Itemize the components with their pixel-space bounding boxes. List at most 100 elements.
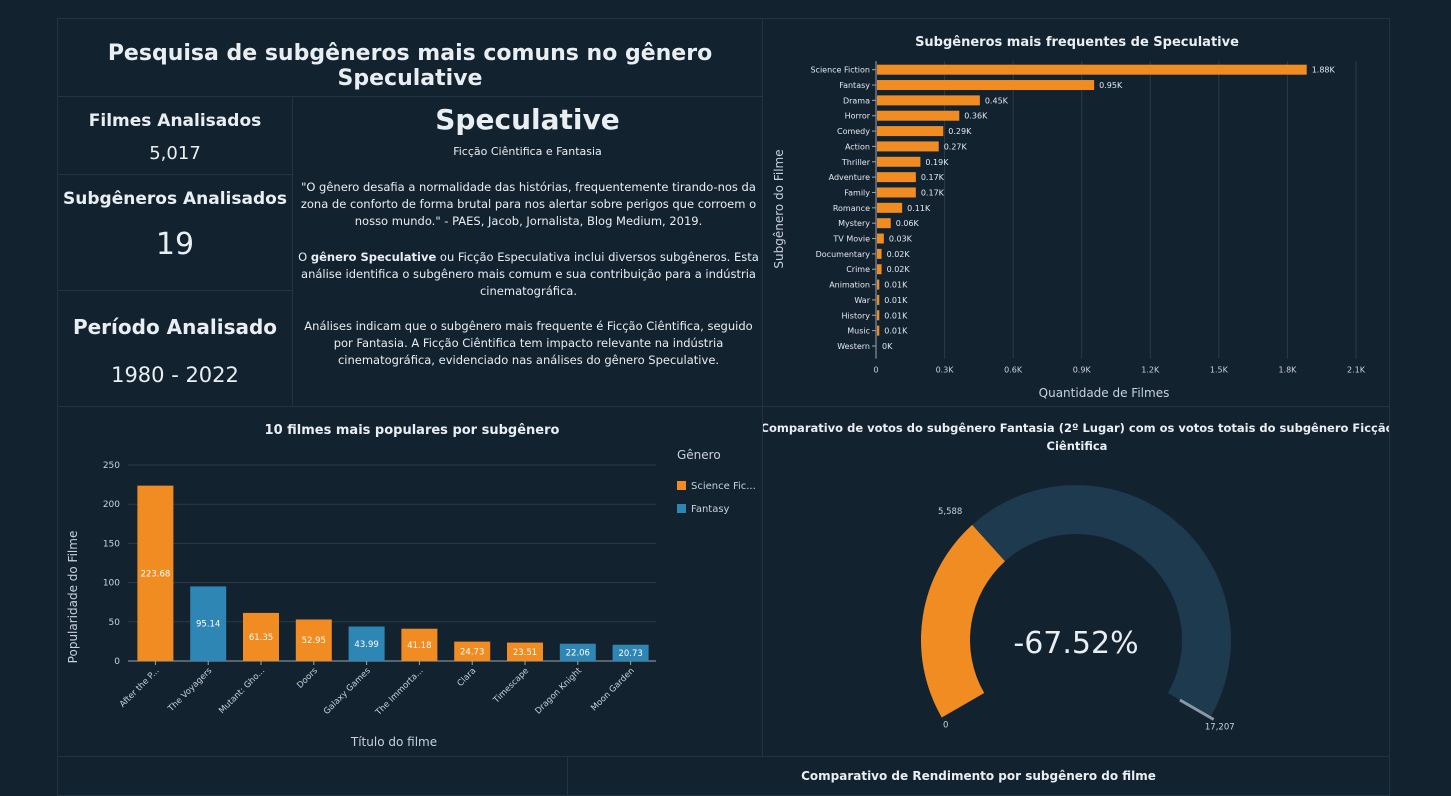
kpi-films-label: Filmes Analisados (88, 111, 262, 131)
vbar-data-label-moon-garden: 20.73 (618, 649, 642, 659)
hbar-bar-horror[interactable] (877, 110, 960, 121)
hbar-y-tick-romance: Romance (833, 204, 870, 213)
vbar-bar-doors[interactable] (295, 619, 332, 661)
hbar-y-tick-thriller: Thriller (841, 158, 871, 167)
hbar-bar-thriller[interactable] (877, 156, 921, 167)
revenue-comparison-title: Comparativo de Rendimento por subgênero … (801, 769, 1156, 783)
hbar-y-tick-comedy: Comedy (837, 127, 870, 136)
vbar-bar-dragon-knight[interactable] (559, 643, 596, 661)
gauge-track (921, 485, 1231, 718)
hbar-y-tick-family: Family (844, 188, 870, 197)
hbar-bar-war[interactable] (877, 294, 880, 305)
vbar-x-tick-mutant-gho: Mutant: Gho... (217, 666, 267, 716)
hbar-title: Subgêneros mais frequentes de Speculativ… (915, 35, 1239, 50)
hbar-y-tick-music: Music (847, 327, 870, 336)
hbar-bar-history[interactable] (877, 310, 880, 321)
legend-title: Gênero (677, 448, 721, 462)
vbar-x-tick-moon-garden: Moon Garden (589, 666, 636, 713)
vbar-x-tick-after-the-p: After the P... (118, 666, 162, 710)
vbar-x-tick-dragon-knight: Dragon Knight (533, 666, 584, 717)
vbar-data-label-doors: 52.95 (302, 636, 326, 646)
vbar-y-axis-title: Popularidade do Filme (66, 531, 80, 664)
hbar-x-tick: 0.3K (936, 366, 955, 375)
hbar-bar-crime[interactable] (877, 264, 882, 275)
hbar-bar-animation[interactable] (877, 279, 880, 290)
gauge-value-arc[interactable] (921, 524, 1005, 718)
vbar-bar-mutant-gho[interactable] (243, 612, 279, 661)
vbar-data-label-timescape: 23.51 (513, 648, 537, 658)
hbar-y-tick-adventure: Adventure (829, 173, 870, 182)
hbar-bar-romance[interactable] (877, 202, 903, 213)
hbar-data-label-mystery: 0.06K (896, 219, 920, 228)
vbar-y-tick: 50 (109, 618, 121, 628)
hbar-x-tick: 1.8K (1278, 366, 1297, 375)
popular-films-chart: 10 filmes mais populares por subgênero P… (66, 423, 756, 749)
vbar-bar-the-voyagers[interactable] (190, 586, 227, 661)
genre-intro-suffix: ou Ficção Especulativa inclui diversos s… (301, 250, 759, 298)
hbar-bar-tv-movie[interactable] (877, 233, 884, 244)
hbar-y-tick-drama: Drama (843, 96, 870, 105)
genre-heading: Speculative (435, 103, 620, 136)
genre-conclusion: Análises indicam que o subgênero mais fr… (304, 319, 753, 367)
hbar-bar-action[interactable] (877, 141, 939, 152)
hbar-y-tick-documentary: Documentary (816, 250, 871, 259)
vbar-x-tick-the-immorta: The Immorta... (373, 666, 425, 718)
hbar-bar-music[interactable] (877, 325, 880, 336)
description-cell: Speculative Ficção Ciêntifica e Fantasia… (292, 96, 763, 407)
hbar-data-label-family: 0.17K (921, 188, 945, 197)
hbar-data-label-adventure: 0.17K (921, 173, 945, 182)
hbar-data-label-crime: 0.02K (887, 265, 911, 274)
hbar-data-label-western: 0K (882, 342, 893, 351)
vbar-y-tick: 150 (103, 539, 120, 549)
legend-label-science-fiction[interactable]: Science Fic... (691, 481, 756, 492)
hbar-bar-fantasy[interactable] (877, 80, 1095, 91)
votes-gauge-panel: Comparativo de votos do subgênero Fantas… (760, 406, 1394, 757)
gauge-min-label: 0 (943, 721, 948, 731)
vbar-y-tick: 100 (103, 579, 120, 589)
hbar-data-label-fantasy: 0.95K (1099, 81, 1123, 90)
legend-label-fantasy[interactable]: Fantasy (691, 504, 730, 515)
genre-intro: O gênero Speculative ou Ficção Especulat… (297, 249, 760, 300)
hbar-bar-family[interactable] (877, 187, 916, 198)
hbar-x-tick: 0.6K (1004, 366, 1023, 375)
vbar-bar-moon-garden[interactable] (612, 644, 649, 661)
vbar-bar-clara[interactable] (454, 641, 491, 661)
hbar-y-tick-action: Action (845, 142, 870, 151)
gauge-target-marker (1179, 698, 1215, 721)
kpi-period-label: Período Analisado (72, 315, 278, 339)
hbar-data-label-documentary: 0.02K (887, 250, 911, 259)
hbar-y-tick-war: War (854, 296, 870, 305)
vbar-data-label-after-the-p: 223.68 (141, 569, 171, 579)
kpi-period-value: 1980 - 2022 (111, 363, 239, 387)
kpi-period-analyzed: Período Analisado 1980 - 2022 (57, 290, 293, 407)
vbar-bar-the-immorta[interactable] (401, 628, 438, 661)
vbar-data-label-the-immorta: 41.18 (407, 641, 431, 651)
hbar-data-label-music: 0.01K (884, 327, 908, 336)
hbar-y-tick-western: Western (837, 342, 870, 351)
vbar-x-tick-doors: Doors (295, 666, 320, 691)
vbar-y-tick: 0 (114, 657, 120, 667)
kpi-films-value: 5,017 (149, 143, 201, 164)
hbar-y-tick-mystery: Mystery (838, 219, 870, 228)
hbar-data-label-science-fiction: 1.88K (1312, 66, 1336, 75)
dashboard-title: Pesquisa de subgêneros mais comuns no gê… (107, 41, 713, 91)
hbar-x-tick: 0 (873, 366, 878, 375)
vbar-bar-timescape[interactable] (507, 642, 543, 661)
vbar-data-label-mutant-gho: 61.35 (249, 633, 273, 643)
hbar-bar-mystery[interactable] (877, 218, 891, 229)
hbar-y-tick-fantasy: Fantasy (839, 81, 870, 90)
dashboard-title-cell: Pesquisa de subgêneros mais comuns no gê… (57, 18, 763, 97)
vbar-x-tick-galaxy-games: Galaxy Games (322, 666, 373, 717)
genre-quote: "O gênero desafia a normalidade das hist… (300, 180, 757, 228)
vbar-x-axis-title: Título do filme (350, 735, 437, 749)
vbar-y-tick: 200 (103, 500, 120, 510)
hbar-bar-science-fiction[interactable] (877, 64, 1307, 75)
hbar-bar-drama[interactable] (877, 95, 980, 106)
legend-swatch-fantasy (677, 504, 686, 513)
hbar-bar-adventure[interactable] (877, 172, 916, 183)
hbar-bar-documentary[interactable] (877, 248, 882, 259)
kpi-subgenres-analyzed: Subgêneros Analisados 19 (57, 174, 293, 291)
vbar-bar-after-the-p[interactable] (137, 485, 174, 661)
hbar-bar-comedy[interactable] (877, 126, 944, 137)
vbar-bar-galaxy-games[interactable] (348, 626, 385, 661)
